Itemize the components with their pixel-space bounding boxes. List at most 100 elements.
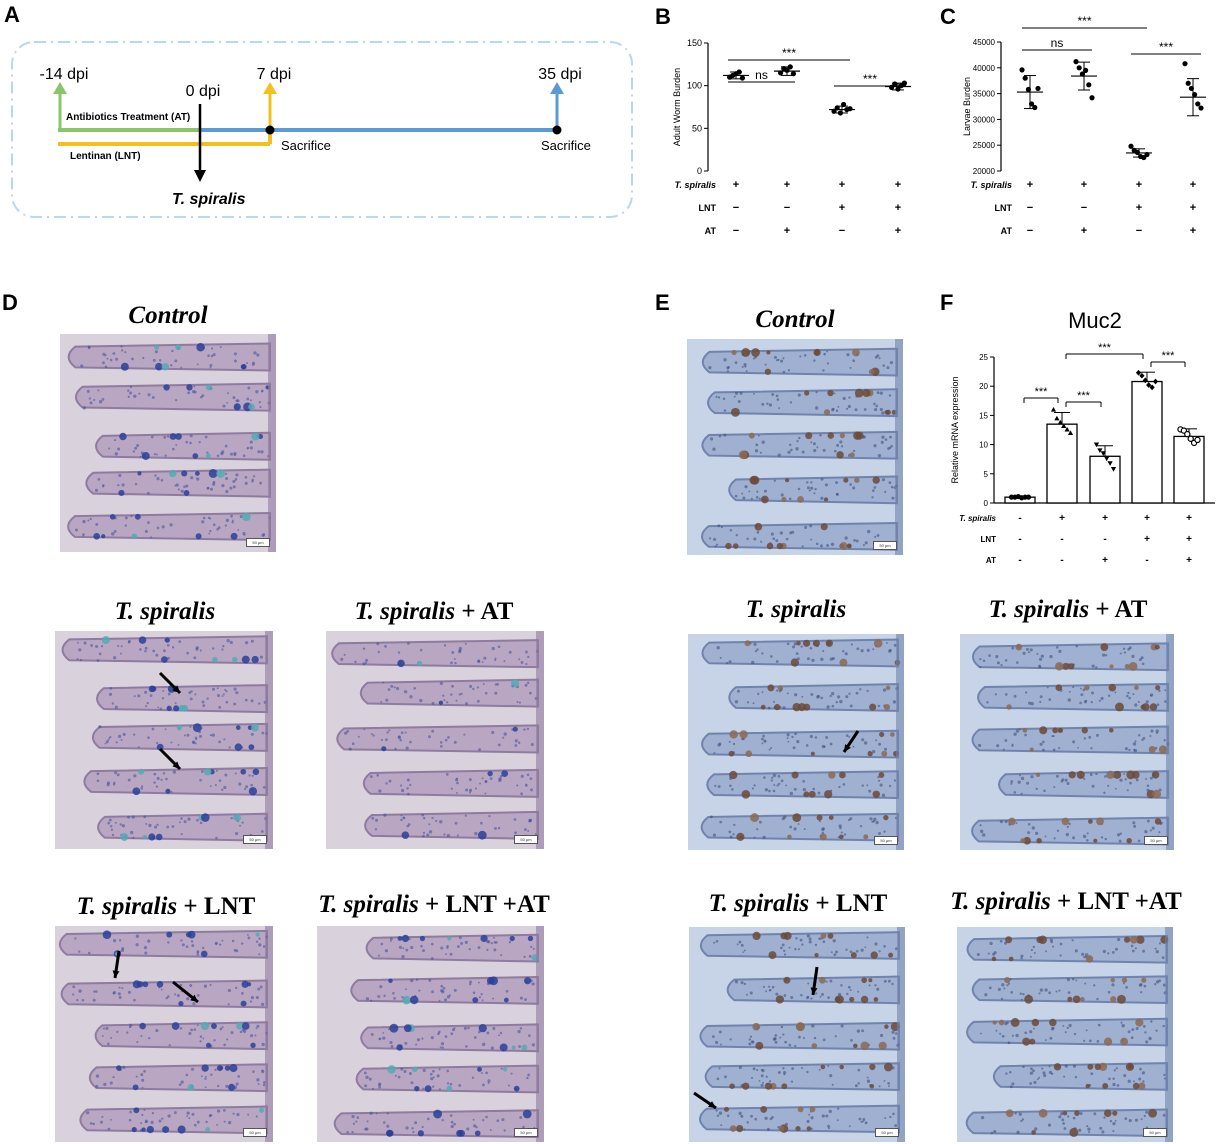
group-sign: − [784,202,790,214]
nucleus [162,772,166,775]
tissue-image [326,631,544,849]
nucleus [809,524,813,528]
nucleus [1075,979,1078,982]
nucleus [139,455,142,458]
nucleus [734,700,739,704]
timeline-frame [11,41,633,218]
nucleus [137,694,141,698]
nucleus [196,953,200,956]
scale-bar: 50 μm [514,1128,538,1137]
goblet-cell [1008,817,1016,826]
nucleus [105,740,109,744]
nucleus [875,739,878,742]
nucleus [1025,647,1029,651]
nucleus [1082,834,1087,839]
nucleus [831,691,835,696]
nucleus [1074,1075,1078,1079]
y-tick-label: 5 [984,470,989,479]
nucleus [256,1078,260,1082]
goblet-cell [166,931,173,938]
nucleus [451,684,454,688]
goblet-cell [766,542,774,550]
nucleus [1107,952,1110,955]
data-point [1054,415,1060,421]
nucleus [1088,735,1092,739]
micro-title-d-control: Control [128,302,208,329]
goblet-cell [869,1063,876,1071]
nucleus [172,770,177,774]
nucleus [529,691,532,695]
nucleus [800,645,803,648]
nucleus [812,787,815,791]
nucleus [753,537,757,541]
nucleus [824,483,829,487]
nucleus [842,650,845,653]
nucleus [775,359,779,362]
goblet-cell [1126,837,1132,844]
nucleus [779,531,783,535]
nucleus [809,734,813,739]
nucleus [453,1122,456,1126]
nucleus [245,785,249,789]
villus [83,766,268,797]
nucleus [806,486,810,490]
nucleus [445,953,447,956]
nucleus [766,1127,770,1131]
nucleus [390,1044,394,1048]
goblet-cell [741,348,751,357]
nucleus [236,399,240,403]
nucleus [1158,831,1161,834]
nucleus [450,1032,454,1036]
nucleus [526,1076,529,1080]
goblet-cell [791,771,799,779]
nucleus [255,1027,258,1030]
group-sign: - [1018,513,1021,524]
nucleus [387,688,391,691]
nucleus [751,660,755,665]
nucleus [247,1113,250,1116]
nucleus [479,782,481,785]
nucleus [127,389,130,392]
goblet-cell [818,976,826,984]
nucleus [114,452,118,456]
nucleus [999,820,1003,824]
nucleus [154,474,157,477]
nucleus [1107,784,1110,787]
goblet-cell [890,732,895,737]
nucleus [141,1113,144,1116]
nucleus [876,391,880,395]
nucleus [1095,666,1098,669]
nucleus [1109,1119,1113,1123]
nucleus [1139,983,1143,986]
nucleus [815,542,819,546]
scale-bar: 50 μm [875,1128,899,1137]
nucleus [249,440,253,444]
nucleus [121,349,124,352]
nucleus [1145,1110,1149,1114]
nucleus [1060,780,1064,783]
nucleus [102,485,105,488]
nucleus [196,1024,199,1027]
nucleus [147,393,151,397]
nucleus [808,1113,811,1116]
nucleus [734,980,739,984]
nucleus [787,740,790,743]
nucleus [1015,729,1020,733]
nucleus [754,1117,757,1121]
nucleus [487,1079,491,1083]
y-tick-label: 25 [979,353,988,362]
nucleus [716,543,719,546]
nucleus [140,1073,144,1077]
nucleus [817,694,820,698]
nucleus [80,364,84,368]
nucleus [1148,1036,1152,1041]
nucleus [244,481,248,485]
nucleus [82,519,86,524]
nucleus [204,435,208,439]
nucleus [139,648,142,651]
nucleus [795,652,799,655]
nucleus [751,1040,754,1043]
nucleus [259,655,263,659]
group-row-label: T. spiralis [675,180,716,190]
nucleus [404,1041,408,1045]
